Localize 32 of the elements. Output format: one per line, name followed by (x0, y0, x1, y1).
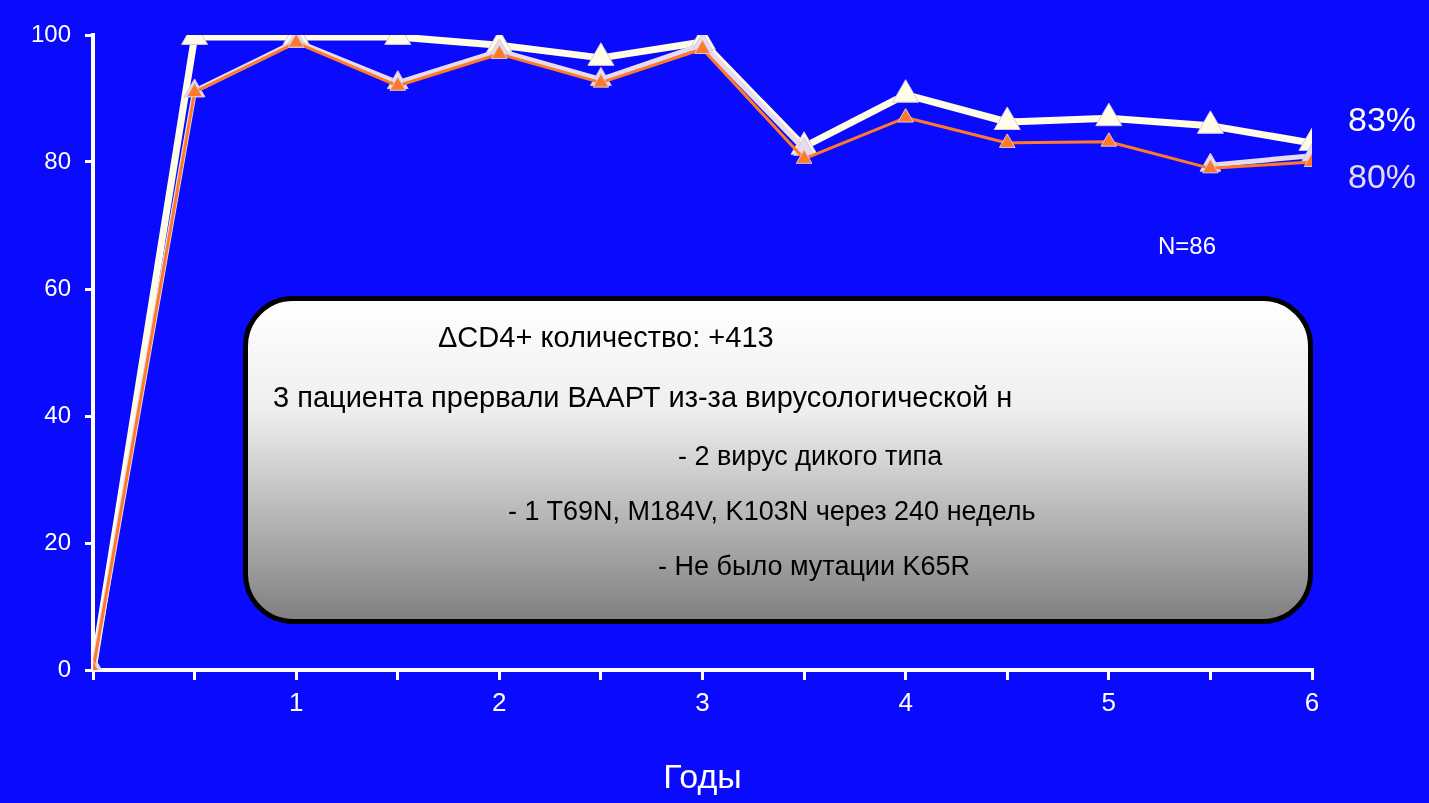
annotation: 80% (1348, 157, 1417, 196)
x-tick-label: 5 (1101, 686, 1117, 717)
point (1196, 110, 1224, 134)
x-axis-title: Годы (663, 756, 742, 795)
point (592, 73, 610, 88)
point (1100, 132, 1118, 147)
y-tick-label: 40 (44, 400, 71, 428)
annotation: N=86 (1158, 232, 1217, 260)
annotation: - 1 T69N, M184V, K103N через 240 недель (508, 496, 1036, 527)
y-tick-label: 60 (44, 273, 71, 301)
x-tick-label: 4 (898, 686, 913, 717)
point (998, 133, 1016, 148)
annotation: 83% (1348, 100, 1417, 139)
point (587, 42, 615, 66)
annotation: - 2 вирус дикого типа (678, 441, 943, 472)
x-tick-label: 6 (1304, 686, 1320, 717)
point (1095, 102, 1123, 127)
point (694, 39, 711, 54)
y-tick-label: 0 (57, 654, 71, 682)
annotation: 3 пациента прервали ВААРТ из-за вирусологической н (273, 381, 1013, 414)
annotation: ΔCD4+ количество: +413 (438, 321, 774, 354)
y-tick-label: 100 (30, 19, 71, 47)
y-tick-label: 20 (44, 527, 71, 555)
x-tick-label: 1 (288, 686, 304, 717)
y-tick-label: 80 (44, 146, 71, 174)
point (795, 149, 813, 164)
point (897, 108, 914, 123)
x-tick-label: 2 (492, 686, 507, 717)
point (892, 79, 920, 103)
point (993, 106, 1021, 130)
annotation: - Не было мутации K65R (658, 551, 971, 582)
x-tick-label: 3 (695, 686, 710, 717)
